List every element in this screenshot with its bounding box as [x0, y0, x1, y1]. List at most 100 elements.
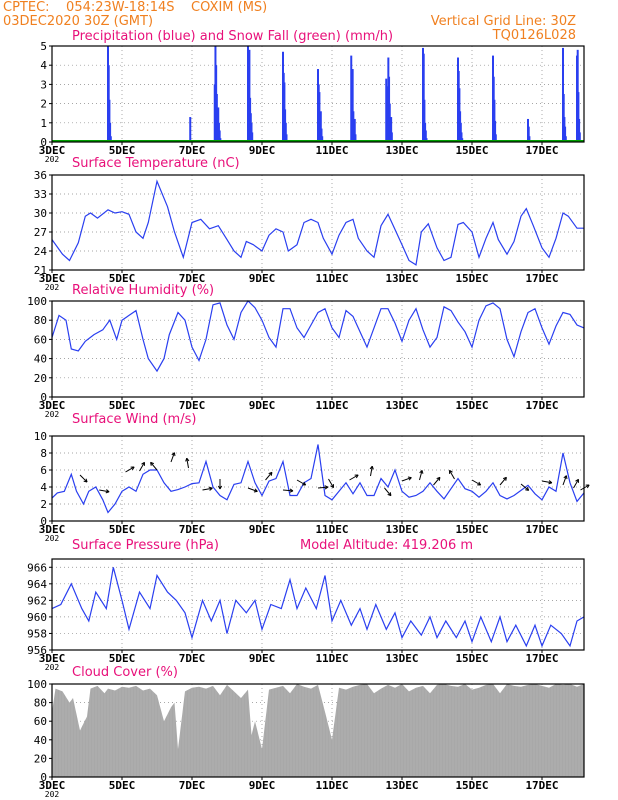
wind-arrow: [317, 486, 329, 489]
x-tick-label: 3DEC: [39, 779, 66, 792]
precip-bar: [494, 120, 497, 142]
precip-bar: [218, 130, 221, 142]
y-tick-label: 24: [34, 245, 48, 258]
x-tick-label: 11DEC: [315, 399, 348, 412]
panel-annotation: Model Altitude: 419.206 m: [300, 538, 473, 553]
precip-bar: [423, 99, 426, 142]
wind-arrow: [150, 462, 158, 471]
precip-bar: [284, 122, 287, 142]
y-tick-label: 0: [40, 391, 47, 404]
wind-arrow-head: [502, 476, 507, 480]
x-tick-label: 11DEC: [315, 144, 348, 157]
wind-arrow: [186, 458, 189, 469]
x-tick-label: 7DEC: [179, 144, 206, 157]
x-tick-label: 11DEC: [315, 779, 348, 792]
panel-6: Cloud Cover (%) 0 20 40 60 80 100 3DEC 5DEC 7DEC 9…: [27, 665, 585, 799]
x-tick-label: 15DEC: [455, 523, 488, 536]
y-tick-label: 2: [40, 498, 47, 511]
y-tick-label: 20: [34, 372, 47, 385]
precip-bar: [390, 117, 393, 142]
wind-arrow-head: [436, 476, 441, 480]
x-tick-label: 3DEC: [39, 523, 66, 536]
x-tick-sublabel: 202: [45, 534, 60, 543]
x-tick-label: 5DEC: [109, 272, 136, 285]
wind-arrow: [384, 487, 392, 496]
x-tick-sublabel: 202: [45, 410, 60, 419]
x-tick-label: 17DEC: [525, 144, 558, 157]
precip-bar: [251, 132, 254, 142]
wind-arrow: [170, 452, 175, 463]
y-tick-label: 100: [27, 678, 47, 691]
wind-arrow-head: [575, 478, 579, 482]
x-tick-label: 11DEC: [315, 523, 348, 536]
panel-title: Surface Pressure (hPa): [72, 538, 219, 553]
panel-5: Surface Pressure (hPa) Model Altitude: 41…: [27, 538, 585, 672]
x-tick-label: 13DEC: [385, 272, 418, 285]
x-tick-label: 5DEC: [109, 779, 136, 792]
y-tick-label: 60: [34, 715, 47, 728]
wind-arrow: [401, 477, 412, 482]
wind-arrow-head: [219, 485, 223, 490]
y-tick-label: 10: [34, 430, 47, 443]
precip-bar: [189, 117, 192, 142]
wind-arrow-head: [369, 465, 373, 470]
x-tick-label: 9DEC: [249, 272, 276, 285]
y-tick-label: 0: [40, 136, 47, 149]
panel-1: Precipitation (blue) and Snow Fall (gree…: [39, 29, 585, 164]
x-tick-label: 9DEC: [249, 523, 276, 536]
series-line: [51, 444, 585, 514]
wind-arrow: [282, 489, 294, 492]
precip-bar: [578, 118, 581, 142]
x-tick-sublabel: 202: [45, 155, 60, 164]
wind-arrow: [580, 484, 590, 491]
y-tick-label: 40: [34, 734, 47, 747]
precip-bar: [390, 132, 393, 142]
y-tick-label: 80: [34, 697, 47, 710]
wind-arrow: [125, 466, 135, 473]
precip-bar: [354, 134, 357, 142]
panel-title: Cloud Cover (%): [72, 665, 178, 680]
x-tick-label: 15DEC: [455, 272, 488, 285]
wind-arrow-head: [563, 475, 567, 479]
precip-bar: [527, 126, 530, 142]
series-line: [51, 179, 584, 266]
wind-arrow-head: [185, 457, 188, 462]
wind-arrow-head: [141, 461, 145, 465]
panel-title: Surface Wind (m/s): [72, 412, 196, 427]
x-tick-label: 5DEC: [109, 399, 136, 412]
wind-arrow: [541, 480, 552, 484]
x-tick-label: 13DEC: [385, 399, 418, 412]
y-tick-label: 36: [34, 169, 47, 182]
precip-bar: [109, 136, 112, 142]
x-tick-label: 17DEC: [525, 272, 558, 285]
precip-bar: [578, 132, 581, 142]
wind-arrow-head: [268, 471, 273, 475]
precip-bar: [351, 69, 354, 142]
x-tick-label: 9DEC: [249, 144, 276, 157]
x-tick-label: 7DEC: [179, 652, 206, 665]
precip-bar: [577, 92, 580, 142]
y-tick-label: 30: [34, 207, 47, 220]
precip-bar: [108, 99, 111, 142]
x-tick-label: 9DEC: [249, 399, 276, 412]
precip-bar: [494, 134, 497, 142]
precip-bar: [564, 136, 567, 142]
wind-arrow-head: [150, 462, 152, 466]
panel-4: Surface Wind (m/s) 0 2 4 6 8 10 3DEC 5DEC 7DEC 9DE…: [34, 412, 585, 543]
y-tick-label: 960: [27, 611, 47, 624]
precip-bar: [320, 128, 323, 142]
precip-bar: [422, 53, 425, 142]
wind-arrow: [573, 479, 579, 489]
x-tick-label: 15DEC: [455, 652, 488, 665]
wind-arrow: [562, 475, 567, 486]
wind-arrow: [433, 477, 441, 486]
y-tick-label: 964: [27, 578, 47, 591]
panel-frame: [51, 683, 585, 778]
precip-bar: [109, 122, 112, 142]
x-tick-label: 9DEC: [249, 779, 276, 792]
y-tick-label: 0: [40, 771, 47, 784]
y-tick-label: 956: [27, 644, 47, 657]
y-tick-label: 0: [40, 515, 47, 528]
x-tick-label: 5DEC: [109, 144, 136, 157]
wind-arrow: [265, 472, 273, 481]
